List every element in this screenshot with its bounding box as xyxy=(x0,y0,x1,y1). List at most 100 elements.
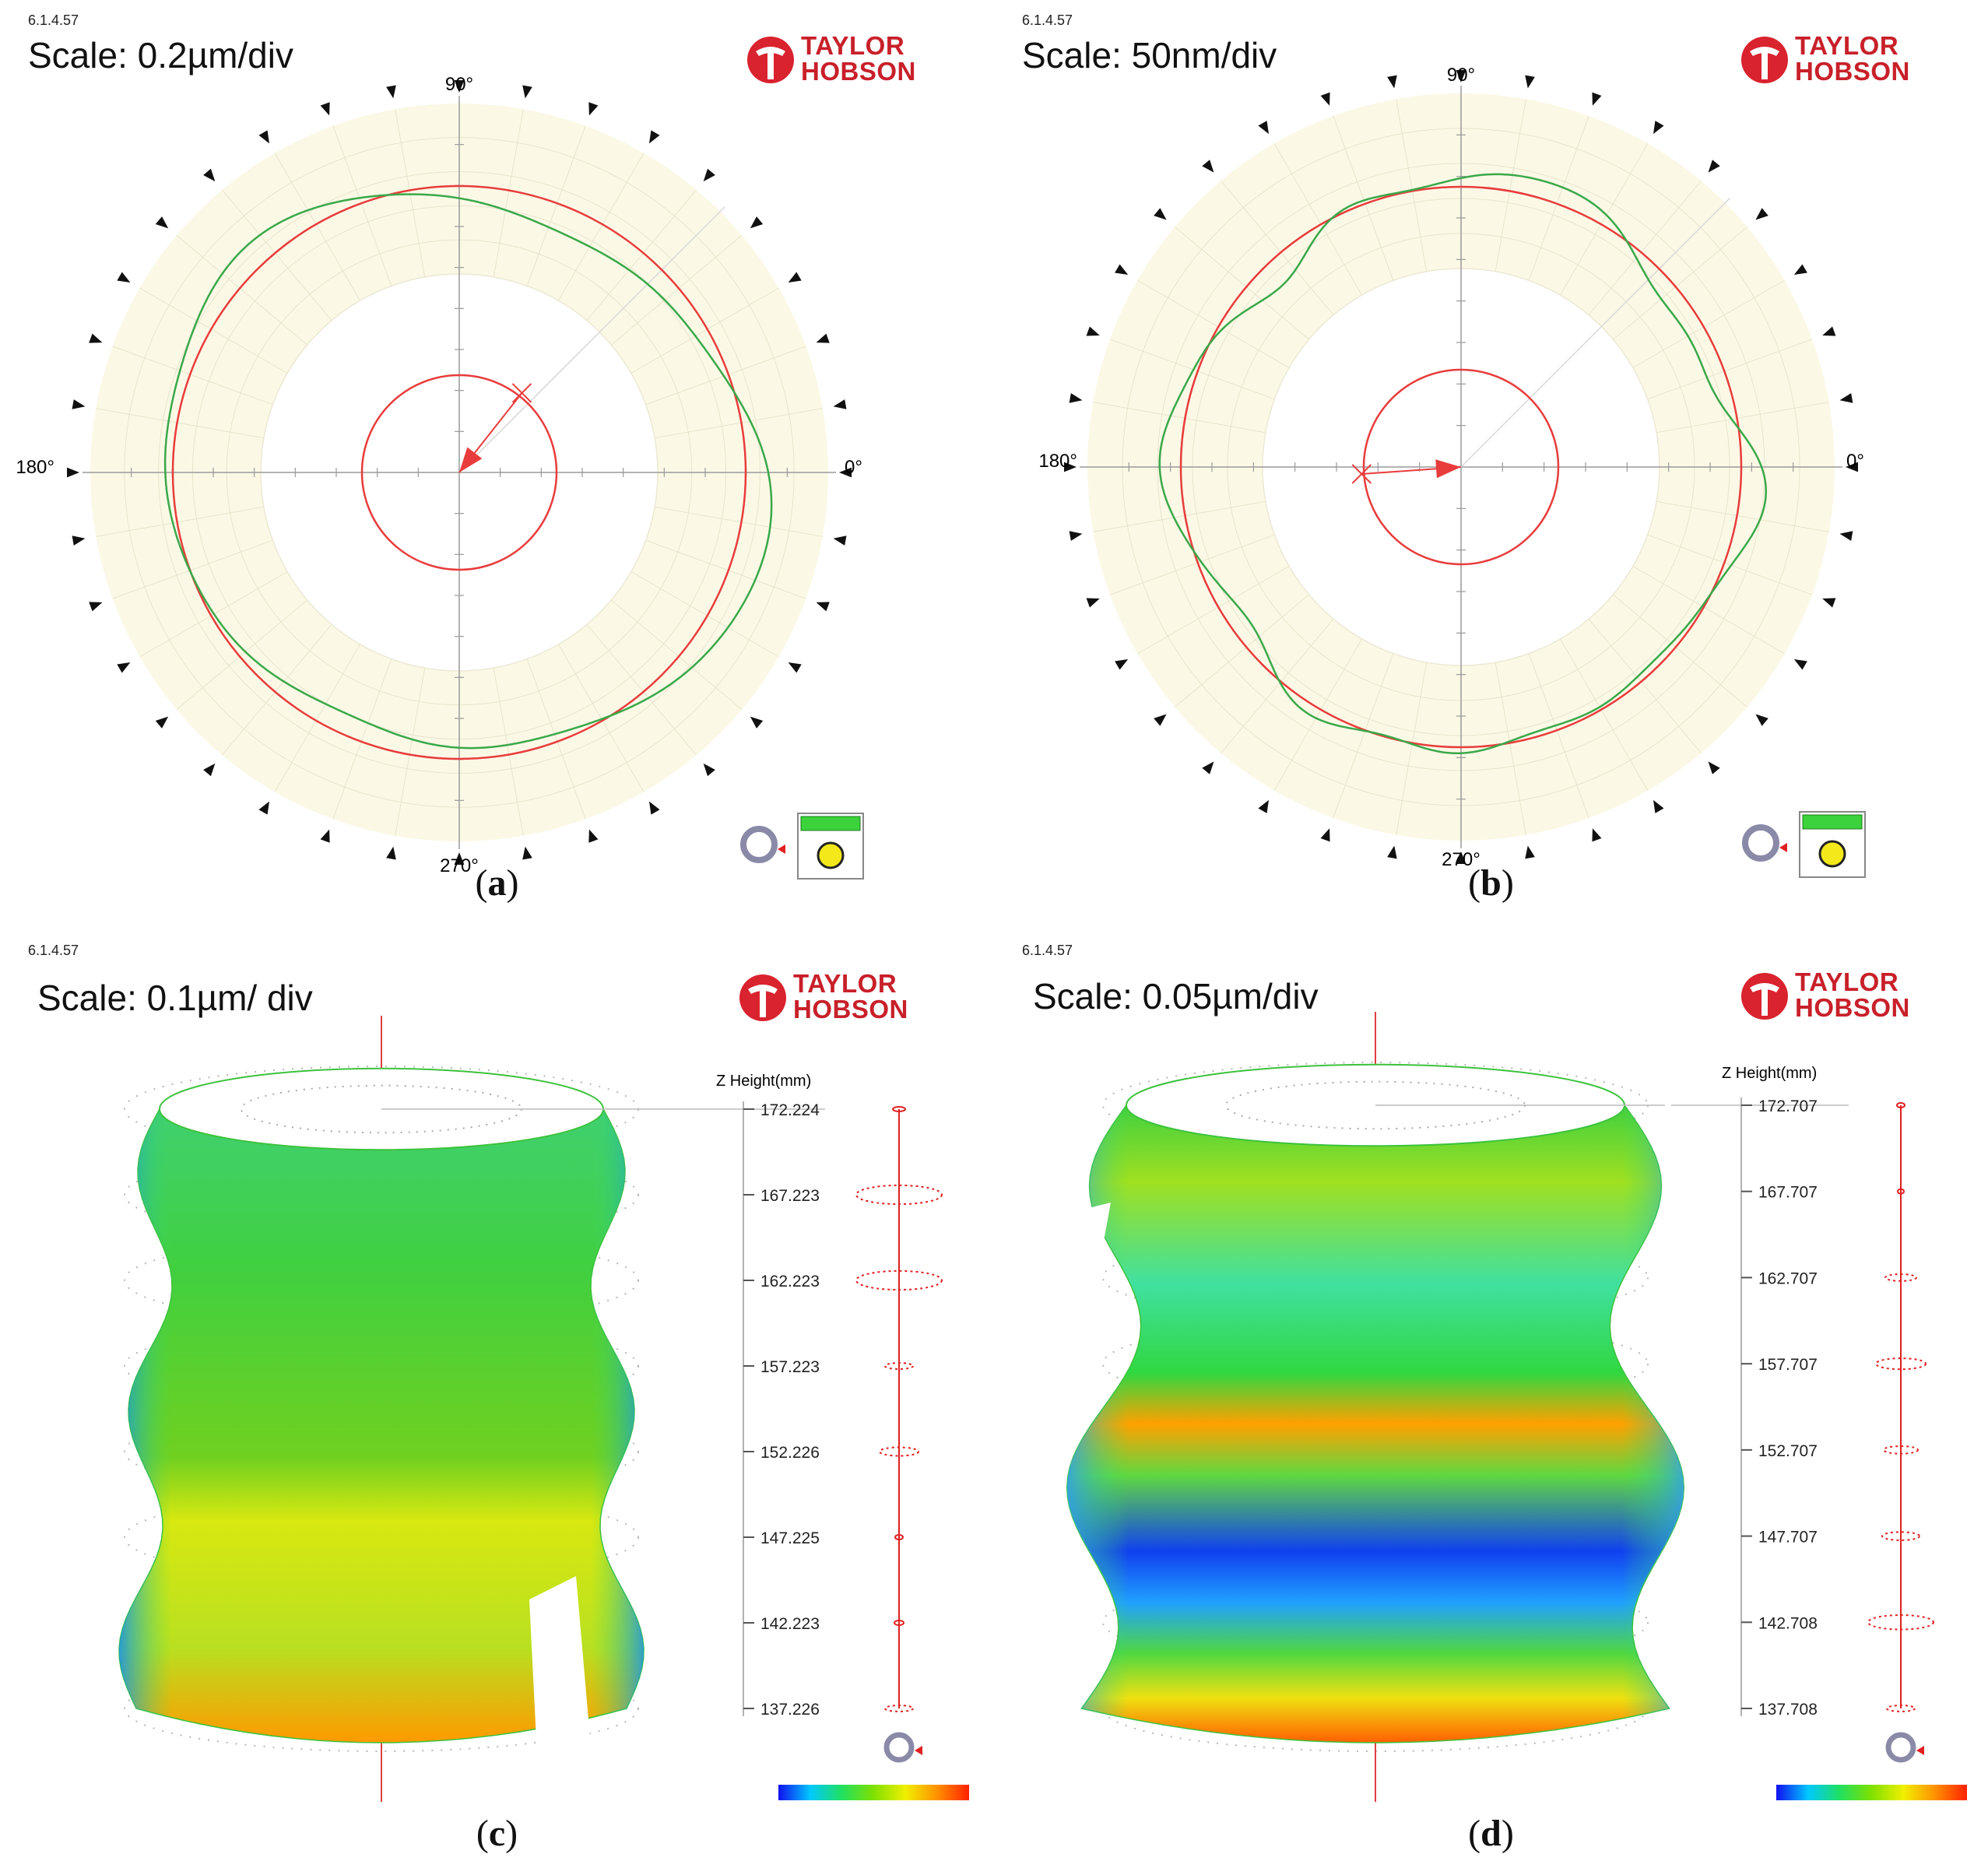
polar-angle-marker xyxy=(1154,714,1167,726)
polar-spoke xyxy=(332,658,392,820)
polar-spoke xyxy=(1174,226,1309,340)
surface-plot-group: 172.224 167.223 162.223 157.223 152.226 147.2… xyxy=(118,1016,969,1802)
level-indicator-ellipse xyxy=(1867,1614,1934,1631)
polar-angle-marker xyxy=(155,716,169,729)
polar-angle-marker xyxy=(1456,70,1466,83)
angle-label-90: 90° xyxy=(1447,65,1475,86)
polar-angle-marker xyxy=(1115,659,1129,670)
polar-angle-marker xyxy=(1525,75,1535,89)
polar-angle-marker xyxy=(1839,393,1853,403)
polar-reference-circle xyxy=(171,184,747,760)
scale-label: Scale: 0.1µm/ div xyxy=(37,978,313,1018)
polar-spoke xyxy=(655,408,823,439)
z-axis-tick-label: 167.223 xyxy=(760,1187,820,1205)
caption-a: (a) xyxy=(475,862,519,904)
panel-c: 6.1.4.57 Scale: 0.1µm/ div TAYLOR HOBSON … xyxy=(0,930,994,1861)
surface-cylinder-edge-shading xyxy=(119,1109,644,1743)
taylor-hobson-logo: TAYLOR HOBSON xyxy=(745,33,947,87)
polar-angle-marker xyxy=(1202,761,1214,774)
z-axis-tick-label: 162.223 xyxy=(760,1273,820,1290)
panel-a: 6.1.4.57 Scale: 0.2µm/div TAYLOR HOBSON 9… xyxy=(0,0,994,911)
brand-line-2: HOBSON xyxy=(801,57,916,86)
brand-line-1: TAYLOR xyxy=(793,969,897,998)
level-indicator-ellipse xyxy=(884,1705,914,1712)
polar-spoke xyxy=(274,644,360,792)
polar-angle-marker xyxy=(1525,845,1535,859)
software-version: 6.1.4.57 xyxy=(1022,12,1073,28)
polar-spoke xyxy=(558,644,645,792)
polar-angle-marker xyxy=(703,763,715,777)
brand-line-1: TAYLOR xyxy=(1795,31,1899,60)
polar-spoke xyxy=(493,109,524,277)
polar-spoke xyxy=(655,506,823,537)
ring-gauge-arrow-icon xyxy=(778,844,785,854)
software-version: 6.1.4.57 xyxy=(28,943,79,958)
surface-chart-c: 172.224 167.223 162.223 157.223 152.226 147.2… xyxy=(118,1016,969,1802)
polar-spoke xyxy=(1093,500,1266,532)
polar-spoke xyxy=(1528,653,1589,819)
angle-label-270: 270° xyxy=(440,855,479,876)
taylor-hobson-emblem-icon xyxy=(1741,37,1788,83)
polar-angle-marker xyxy=(72,535,86,546)
polar-angle-marker xyxy=(522,846,532,860)
polar-angle-marker xyxy=(1320,828,1330,842)
polar-angle-marker xyxy=(788,272,802,283)
polar-spoke xyxy=(112,539,273,599)
polar-spoke xyxy=(1137,566,1290,655)
polar-roundness-profile xyxy=(163,193,773,750)
angle-label-180: 180° xyxy=(16,457,54,478)
polar-angle-marker xyxy=(1064,462,1077,472)
colour-scale-bar xyxy=(1776,1785,1967,1800)
polar-spoke xyxy=(526,658,586,820)
polar-angle-marker xyxy=(1708,761,1720,774)
polar-spoke xyxy=(1396,99,1428,272)
z-axis-title: Z Height(mm) xyxy=(716,1073,811,1090)
level-indicator-ellipse xyxy=(879,1446,919,1457)
polar-spoke xyxy=(1656,402,1829,434)
surface-reference-ellipse xyxy=(124,1665,639,1752)
polar-angle-marker xyxy=(649,801,660,815)
level-indicator-ellipse xyxy=(894,1620,904,1626)
polar-plot-group xyxy=(67,80,864,880)
angle-label-0: 0° xyxy=(845,457,862,478)
display-mode-icon-disc xyxy=(817,841,845,869)
polar-angle-marker xyxy=(649,130,660,144)
polar-angle-marker xyxy=(1387,845,1397,859)
polar-angle-marker xyxy=(816,333,830,343)
polar-angle-marker xyxy=(750,716,764,729)
display-mode-icon-disc xyxy=(1818,840,1846,868)
polar-angle-marker xyxy=(117,662,131,673)
level-indicator-ellipse xyxy=(1883,1445,1919,1455)
polar-angle-marker xyxy=(1320,92,1330,106)
polar-angle-marker xyxy=(320,829,330,843)
brand-line-2: HOBSON xyxy=(1795,57,1910,86)
polar-spoke xyxy=(221,189,332,321)
polar-spoke xyxy=(586,189,697,321)
surface-reference-ellipse xyxy=(124,1237,639,1324)
ring-gauge-arrow-icon xyxy=(1779,843,1787,852)
polar-spoke xyxy=(1656,500,1829,532)
polar-angle-marker xyxy=(320,102,330,116)
caption-b: (b) xyxy=(1468,862,1514,904)
ring-gauge-icon xyxy=(1742,824,1779,862)
level-indicator-ellipse xyxy=(1886,1705,1916,1712)
polar-spoke xyxy=(139,287,288,374)
surface-missing-data-gap xyxy=(529,1576,592,1755)
z-axis-tick-label: 147.225 xyxy=(760,1529,820,1547)
polar-angle-marker xyxy=(1387,75,1397,89)
polar-spoke xyxy=(1588,180,1702,315)
display-mode-icon-bar xyxy=(1802,814,1863,830)
polar-angle-marker xyxy=(1653,121,1664,135)
eccentricity-arrow-head xyxy=(459,447,483,472)
polar-centre-circle xyxy=(1362,368,1560,566)
polar-angle-marker xyxy=(1822,598,1836,608)
level-indicator-ellipse xyxy=(884,1362,914,1370)
level-indicator-ellipse xyxy=(894,1534,904,1540)
caption-c: (c) xyxy=(476,1813,518,1854)
polar-angle-marker xyxy=(1086,326,1100,336)
polar-angle-marker xyxy=(1592,92,1602,106)
polar-spoke xyxy=(176,599,307,711)
polar-chart-b: 90° 180° 0° 270° xyxy=(1038,65,1866,878)
polar-spoke xyxy=(611,599,743,711)
polar-angle-marker xyxy=(788,662,802,673)
